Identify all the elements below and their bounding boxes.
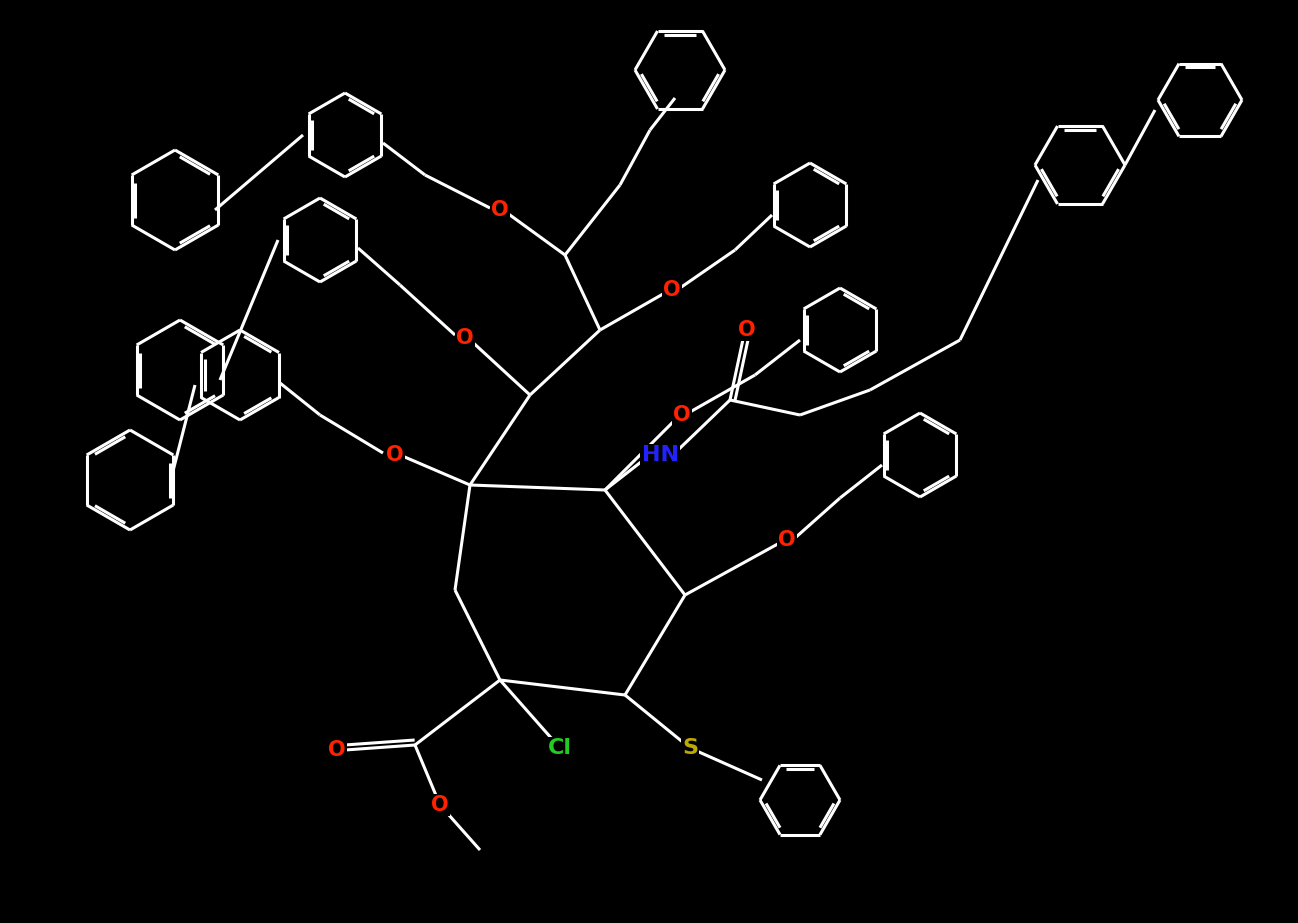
Text: S: S [681, 738, 698, 758]
Text: O: O [663, 280, 681, 300]
Text: O: O [674, 405, 691, 425]
Text: O: O [328, 740, 345, 760]
Text: O: O [491, 200, 509, 220]
Text: O: O [431, 795, 449, 815]
Text: HN: HN [641, 445, 679, 465]
Text: Cl: Cl [548, 738, 572, 758]
Text: O: O [456, 328, 474, 348]
Text: O: O [387, 445, 404, 465]
Text: O: O [779, 530, 796, 550]
Text: O: O [739, 320, 755, 340]
